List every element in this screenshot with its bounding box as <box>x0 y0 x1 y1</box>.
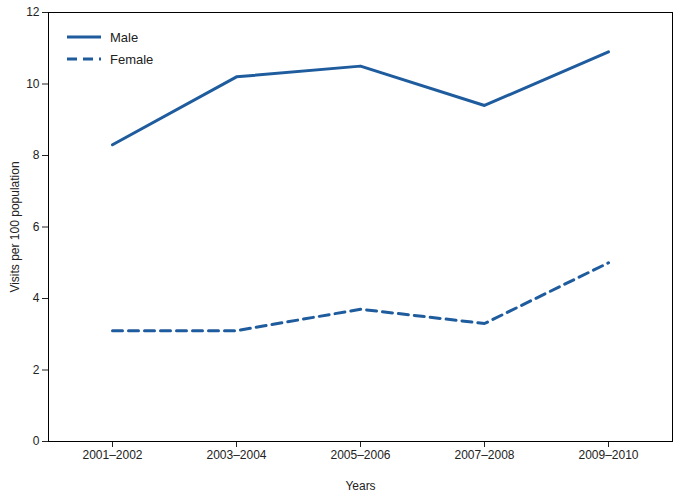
svg-text:6: 6 <box>33 220 40 234</box>
svg-text:0: 0 <box>33 434 40 448</box>
html-text:Male: Male <box>110 29 139 45</box>
svg-text:2001–2002: 2001–2002 <box>82 448 142 462</box>
svg-text:2007–2008: 2007–2008 <box>454 448 514 462</box>
svg-text:10: 10 <box>26 77 40 91</box>
svg-text:4: 4 <box>33 291 40 305</box>
svg-text:2: 2 <box>33 363 40 377</box>
svg-text:2005–2006: 2005–2006 <box>330 448 390 462</box>
svg-text:Years: Years <box>345 479 375 493</box>
svg-text:8: 8 <box>33 148 40 162</box>
svg-text:12: 12 <box>26 5 40 19</box>
svg-text:Visits per 100 population: Visits per 100 population <box>8 161 22 292</box>
html-text:Female: Female <box>110 51 154 67</box>
svg-text:2003–2004: 2003–2004 <box>206 448 266 462</box>
svg-text:2009–2010: 2009–2010 <box>578 448 638 462</box>
